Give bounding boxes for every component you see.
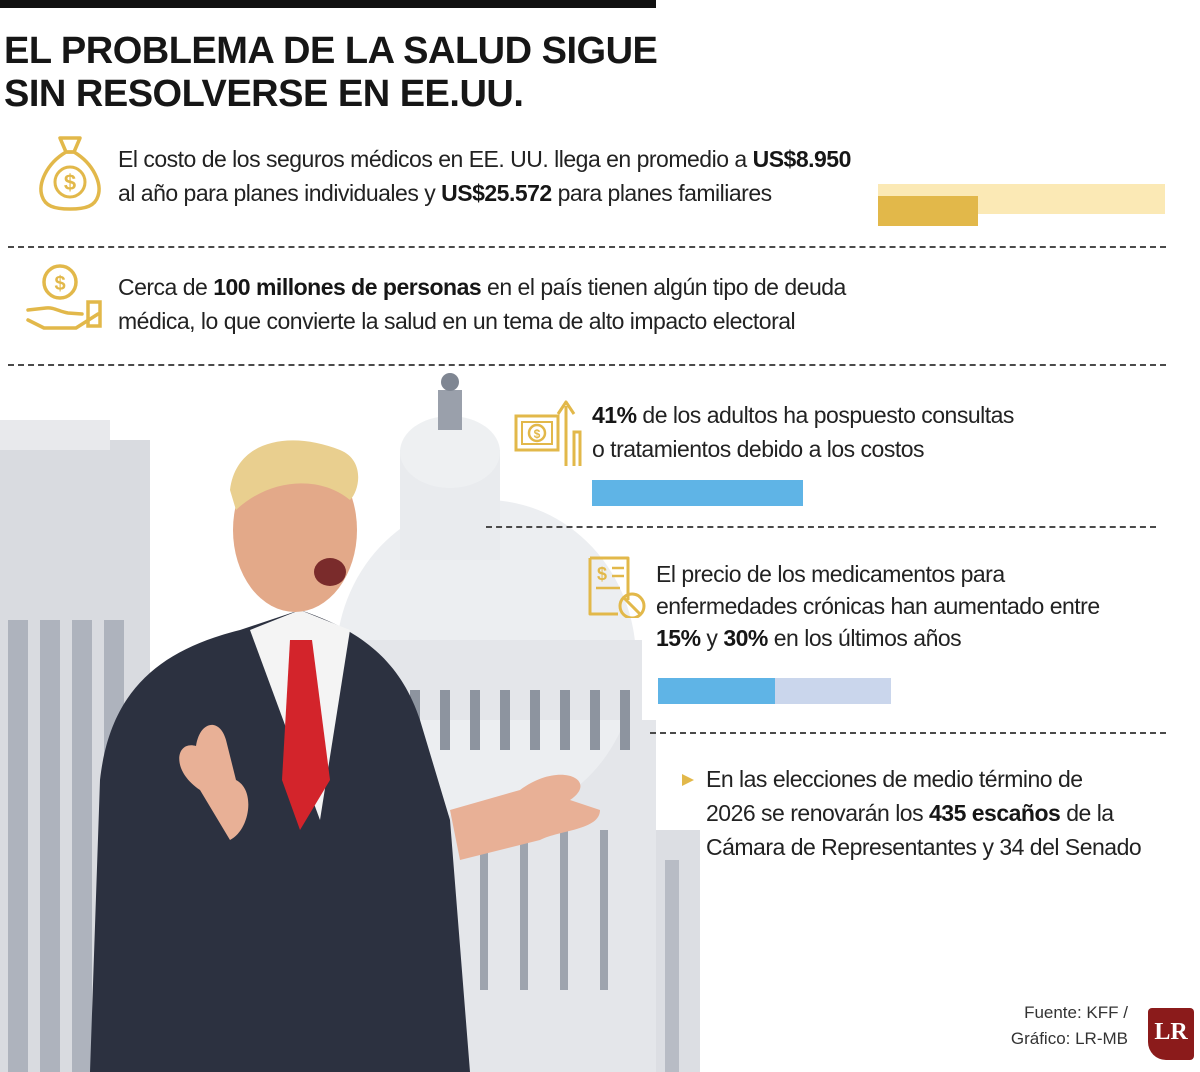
lr-logo: LR xyxy=(1148,1008,1194,1060)
svg-text:$: $ xyxy=(534,427,541,441)
item5-line2-pre: 2026 se renovarán los xyxy=(706,800,929,826)
item5-line3: Cámara de Representantes y 34 del Senado xyxy=(706,834,1142,860)
item1-value-family: US$25.572 xyxy=(441,180,552,206)
item4-high-percent: 30% xyxy=(723,625,768,651)
item5-highlight: 435 escaños xyxy=(929,800,1061,826)
top-rule xyxy=(0,0,656,8)
item2-line1-post: en el país tienen algún tipo de deuda xyxy=(481,274,846,300)
item4-low-percent: 15% xyxy=(656,625,701,651)
item5-line2-post: de la xyxy=(1060,800,1114,826)
divider-4 xyxy=(650,732,1166,734)
item4-line3-mid: y xyxy=(700,625,724,651)
source-line: Fuente: KFF / xyxy=(1024,1003,1128,1022)
hand-coin-icon: $ xyxy=(26,264,102,330)
item4-line2: enfermedades crónicas han aumentado entr… xyxy=(656,593,1100,619)
item1-bar-fill xyxy=(878,196,978,226)
item1-line2-post: para planes familiares xyxy=(551,180,773,206)
item2-text: Cerca de 100 millones de personas en el … xyxy=(118,270,998,338)
item4-line3-post: en los últimos años xyxy=(767,625,962,651)
page-title: EL PROBLEMA DE LA SALUD SIGUE SIN RESOLV… xyxy=(4,30,704,116)
prescription-icon: $ xyxy=(588,556,646,618)
item3-text: 41% de los adultos ha pospuesto consulta… xyxy=(592,398,1172,466)
item1-line2-pre: al año para planes individuales y xyxy=(118,180,442,206)
item2-line1-pre: Cerca de xyxy=(118,274,214,300)
divider-3 xyxy=(486,526,1156,528)
cash-rising-icon: $ xyxy=(514,400,582,466)
item1-value-individual: US$8.950 xyxy=(752,146,852,172)
item3-percent: 41% xyxy=(592,402,637,428)
svg-text:$: $ xyxy=(54,273,65,295)
item5-line1: En las elecciones de medio término de xyxy=(706,766,1083,792)
title-line-2: SIN RESOLVERSE EN EE.UU. xyxy=(4,73,524,115)
svg-text:$: $ xyxy=(597,564,607,584)
item1-line1: El costo de los seguros médicos en EE. U… xyxy=(118,146,753,172)
money-bag-icon: $ xyxy=(39,136,101,211)
item3-line1: de los adultos ha pospuesto consultas xyxy=(636,402,1014,428)
triangle-bullet-icon xyxy=(682,774,694,786)
item4-bar-fill xyxy=(658,678,775,704)
item3-line2: o tratamientos debido a los costos xyxy=(592,436,925,462)
capitol-speaker-photo xyxy=(0,373,700,1072)
item4-line1: El precio de los medicamentos para xyxy=(656,561,1005,587)
title-line-1: EL PROBLEMA DE LA SALUD SIGUE xyxy=(4,30,658,72)
divider-2 xyxy=(8,364,1166,366)
item5-text: En las elecciones de medio término de 20… xyxy=(706,762,1186,864)
divider-1 xyxy=(8,246,1166,248)
item1-text: El costo de los seguros médicos en EE. U… xyxy=(118,142,998,210)
item2-highlight: 100 millones de personas xyxy=(213,274,482,300)
source-credit: Fuente: KFF / Gráfico: LR-MB xyxy=(1008,1000,1128,1052)
graphic-credit-line: Gráfico: LR-MB xyxy=(1010,1029,1128,1048)
item3-bar xyxy=(592,480,803,506)
item4-text: El precio de los medicamentos para enfer… xyxy=(656,558,1176,654)
svg-text:$: $ xyxy=(64,170,76,195)
item2-line2: médica, lo que convierte la salud en un … xyxy=(118,308,796,334)
